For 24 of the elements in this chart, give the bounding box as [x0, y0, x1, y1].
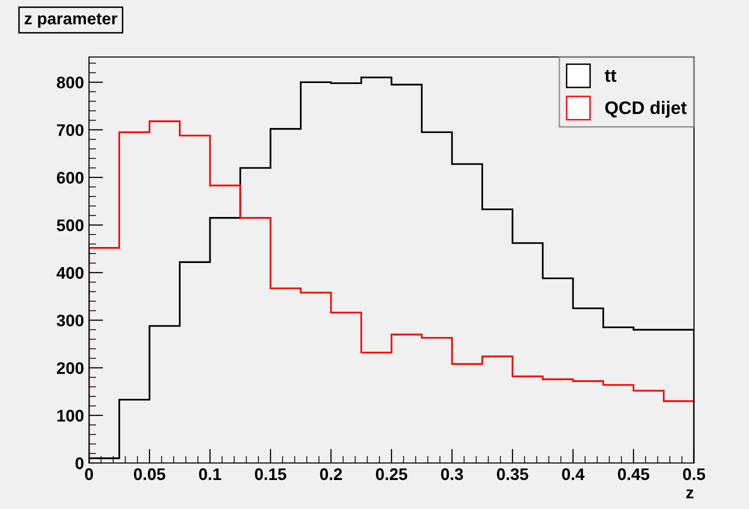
y-tick-label: 600	[56, 172, 84, 184]
y-tick-label: 400	[56, 267, 84, 279]
y-tick-label: 100	[57, 410, 84, 422]
x-tick-label: 0.15	[254, 468, 286, 480]
x-tick-label: 0.1	[199, 468, 222, 480]
x-tick-label: 0.4	[562, 468, 584, 480]
x-tick-label: 0.25	[376, 468, 408, 480]
x-tick-label: 0	[85, 468, 93, 480]
y-tick-label: 800	[56, 76, 84, 88]
x-tick-label: 0.45	[618, 468, 650, 480]
x-tick-label: 0.05	[134, 468, 166, 480]
y-tick-label: 300	[56, 314, 84, 326]
y-tick-label: 700	[57, 124, 84, 136]
x-tick-label: 0.2	[320, 468, 342, 480]
y-tick-label: 0	[76, 457, 84, 470]
y-tick-label: 200	[56, 362, 84, 374]
chart-title: z parameter	[24, 13, 118, 28]
x-tick-label: 0.3	[441, 468, 463, 480]
x-tick-label: 0.5	[683, 468, 706, 480]
legend-label: QCD dijet	[605, 100, 687, 118]
legend-label: tt	[604, 70, 616, 82]
x-tick-label: 0.35	[496, 468, 528, 480]
y-tick-label: 500	[56, 219, 84, 232]
x-axis-title: z	[686, 489, 694, 498]
